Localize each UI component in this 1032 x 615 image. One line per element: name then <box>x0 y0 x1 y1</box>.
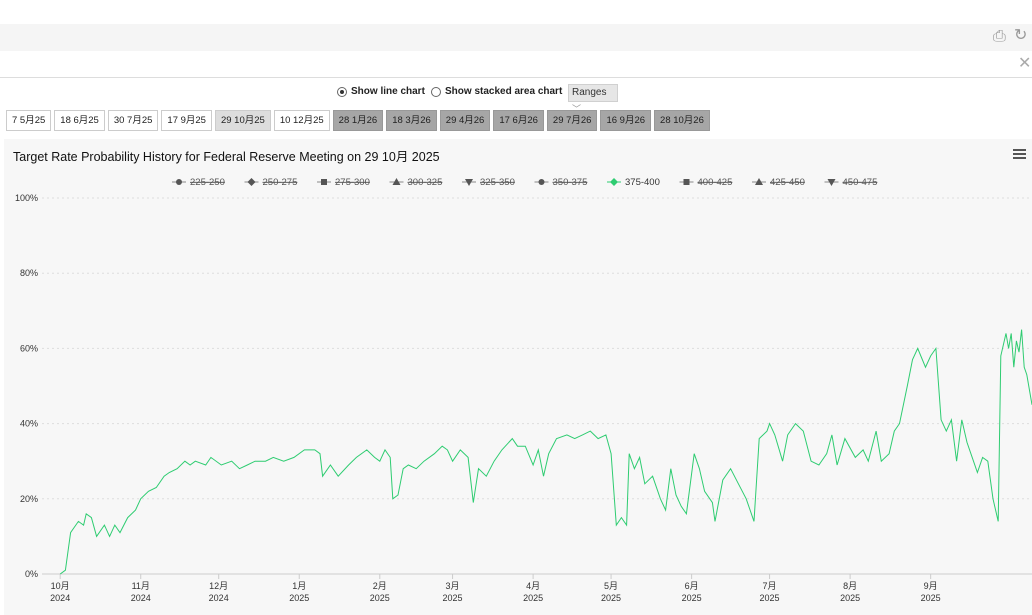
meeting-tab[interactable]: 28 10月26 <box>654 110 710 131</box>
y-tick-label: 100% <box>15 193 38 203</box>
x-tick-year: 2025 <box>523 593 543 603</box>
legend-marker <box>465 179 473 186</box>
radio-unselected-icon[interactable] <box>431 86 441 97</box>
legend-marker <box>321 179 327 185</box>
legend-label: 250-275 <box>263 177 298 188</box>
radio-selected-icon[interactable] <box>337 86 347 97</box>
legend-marker <box>827 179 836 186</box>
x-tick-year: 2025 <box>443 593 463 603</box>
legend-label: 325-350 <box>480 177 515 188</box>
x-tick-year: 2024 <box>209 593 229 603</box>
x-tick-month: 9月 <box>924 581 938 591</box>
line-chart: 0% 20% 40% 60% 80% 100% 10月 2024 11月 2024 12月 2024 1… <box>15 177 1032 603</box>
x-tick-month: 3月 <box>446 581 460 591</box>
meeting-tab[interactable]: 18 3月26 <box>386 110 437 131</box>
show-stacked-area-label: Show stacked area chart <box>445 86 563 97</box>
chevron-down-icon: ﹀ <box>572 104 582 114</box>
meeting-tab[interactable]: 17 9月25 <box>161 110 212 131</box>
ranges-label: Ranges <box>572 87 607 98</box>
legend-label: 425-450 <box>770 177 805 188</box>
x-tick-year: 2025 <box>289 593 309 603</box>
meeting-tab[interactable]: 29 10月25 <box>214 110 271 131</box>
meeting-tab[interactable]: 17 6月26 <box>493 110 544 131</box>
legend-label: 450-475 <box>843 177 878 188</box>
x-tick-year: 2025 <box>921 593 941 603</box>
legend-marker <box>683 179 690 185</box>
x-tick-month: 4月 <box>526 581 540 591</box>
show-line-chart-label: Show line chart <box>351 86 425 97</box>
y-tick-label: 60% <box>20 343 38 353</box>
show-line-chart-option[interactable]: Show line chart <box>337 86 425 97</box>
export-icon[interactable]: ⎙ <box>993 28 1006 45</box>
x-tick-year: 2024 <box>131 593 151 603</box>
legend-marker <box>538 179 545 185</box>
x-tick-month: 11月 <box>132 581 150 591</box>
meeting-tab[interactable]: 28 1月26 <box>332 110 384 131</box>
series-line-375-400 <box>59 329 1032 575</box>
x-tick-month: 6月 <box>685 581 699 591</box>
x-tick-year: 2025 <box>601 593 621 603</box>
x-tick-year: 2025 <box>840 593 860 603</box>
meeting-tab[interactable]: 7 5月25 <box>6 110 52 131</box>
chart-title: Target Rate Probability History for Fede… <box>13 150 440 164</box>
y-tick-label: 0% <box>25 569 38 579</box>
y-tick-label: 20% <box>20 494 38 504</box>
x-tick-month: 7月 <box>763 581 777 591</box>
close-icon[interactable]: ✕ <box>1018 55 1032 72</box>
y-tick-label: 40% <box>20 419 38 429</box>
x-tick-month: 10月 <box>51 581 70 591</box>
hamburger-menu-icon[interactable] <box>1013 149 1026 161</box>
meeting-tab[interactable]: 10 12月25 <box>273 110 330 131</box>
meeting-tab[interactable]: 29 7月26 <box>546 110 598 131</box>
toolbar-strip-secondary: ✕ <box>0 51 1032 78</box>
x-tick-month: 8月 <box>843 581 857 591</box>
meeting-tabs: 7 5月25 18 6月25 30 7月25 17 9月25 29 10月25 10 12… <box>6 110 713 131</box>
toolbar-strip: ⎙ ↻ <box>0 24 1032 51</box>
meeting-tab[interactable]: 30 7月25 <box>107 110 159 131</box>
x-tick-year: 2025 <box>760 593 780 603</box>
y-tick-label: 80% <box>20 268 38 278</box>
legend-marker <box>755 178 763 185</box>
legend-label: 400-425 <box>698 177 733 188</box>
legend-marker <box>610 178 618 186</box>
ranges-dropdown[interactable]: Ranges ﹀ <box>568 84 618 114</box>
legend-label: 375-400 <box>625 177 660 188</box>
refresh-icon[interactable]: ↻ <box>1014 27 1028 44</box>
x-tick-month: 5月 <box>604 581 618 591</box>
legend-label: 275-300 <box>335 177 370 188</box>
x-tick-month: 1月 <box>292 581 306 591</box>
legend-marker <box>392 178 401 185</box>
show-stacked-area-option[interactable]: Show stacked area chart <box>431 86 562 97</box>
view-options: Show line chart Show stacked area chart … <box>0 84 1032 114</box>
x-tick-month: 12月 <box>209 581 228 591</box>
legend-label: 225-250 <box>190 177 225 188</box>
legend-label: 350-375 <box>553 177 588 188</box>
legend-marker <box>176 179 182 185</box>
chart-container: Target Rate Probability History for Fede… <box>4 139 1032 615</box>
legend-marker <box>247 178 256 186</box>
x-tick-month: 2月 <box>373 581 387 591</box>
meeting-tab[interactable]: 16 9月26 <box>600 110 652 131</box>
x-tick-year: 2025 <box>682 593 702 603</box>
x-tick-year: 2024 <box>50 593 70 603</box>
legend-label: 300-325 <box>408 177 443 188</box>
x-tick-year: 2025 <box>370 593 390 603</box>
meeting-tab[interactable]: 29 4月26 <box>439 110 491 131</box>
meeting-tab[interactable]: 18 6月25 <box>54 110 105 131</box>
